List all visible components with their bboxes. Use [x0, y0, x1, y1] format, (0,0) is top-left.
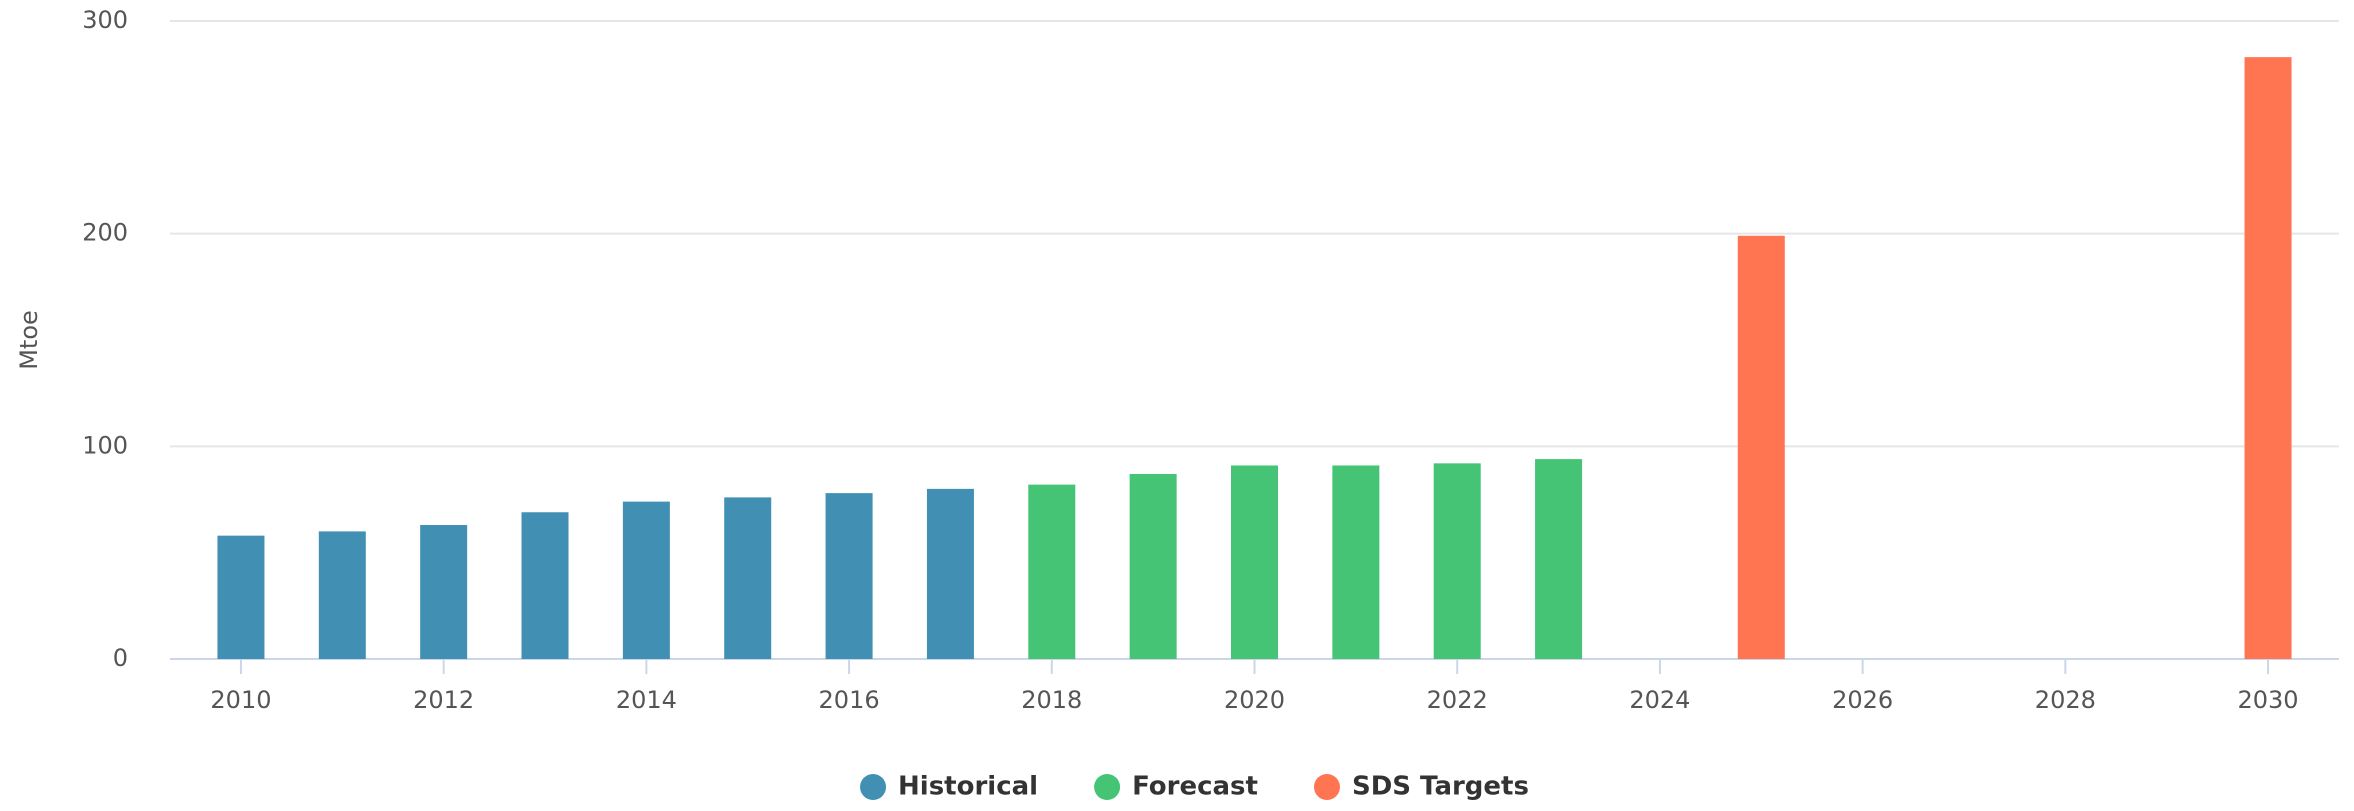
x-tick-label: 2028	[2035, 686, 2096, 714]
bar	[1028, 484, 1076, 659]
x-tick-label: 2010	[210, 686, 271, 714]
x-tick-label: 2016	[819, 686, 880, 714]
bar	[622, 501, 670, 659]
bar	[1231, 465, 1278, 659]
x-tick-label: 2024	[1629, 686, 1690, 714]
x-tick-label: 2030	[2238, 686, 2299, 714]
bar	[926, 488, 974, 659]
bar	[420, 525, 468, 659]
x-tick-label: 2018	[1021, 686, 1082, 714]
y-tick-label: 200	[82, 219, 128, 247]
legend-label: Forecast	[1132, 772, 1258, 802]
bar	[1535, 459, 1583, 659]
bar	[318, 531, 366, 659]
legend-label: SDS Targets	[1352, 772, 1529, 802]
legend-marker	[860, 774, 887, 800]
x-tick-label: 2012	[413, 686, 474, 714]
bar	[1129, 473, 1177, 659]
legend-label: Historical	[898, 772, 1038, 802]
x-tick-label: 2022	[1427, 686, 1488, 714]
bar	[2244, 57, 2292, 660]
y-tick-label: 0	[113, 644, 128, 672]
x-tick-label: 2020	[1224, 686, 1285, 714]
bar	[1737, 235, 1785, 659]
bar	[521, 512, 569, 659]
bar	[217, 535, 265, 659]
legend-marker	[1094, 774, 1121, 800]
x-tick-label: 2026	[1832, 686, 1893, 714]
bar	[1433, 463, 1481, 659]
y-tick-label: 300	[82, 6, 128, 34]
y-axis-label: Mtoe	[15, 310, 43, 370]
legend-marker	[1313, 774, 1340, 800]
legend: Historical Forecast SDS Targets	[860, 772, 1529, 802]
bar	[1332, 465, 1380, 659]
y-tick-label: 100	[82, 431, 128, 459]
bar	[825, 493, 873, 659]
bar	[724, 497, 772, 659]
x-tick-label: 2014	[616, 686, 677, 714]
